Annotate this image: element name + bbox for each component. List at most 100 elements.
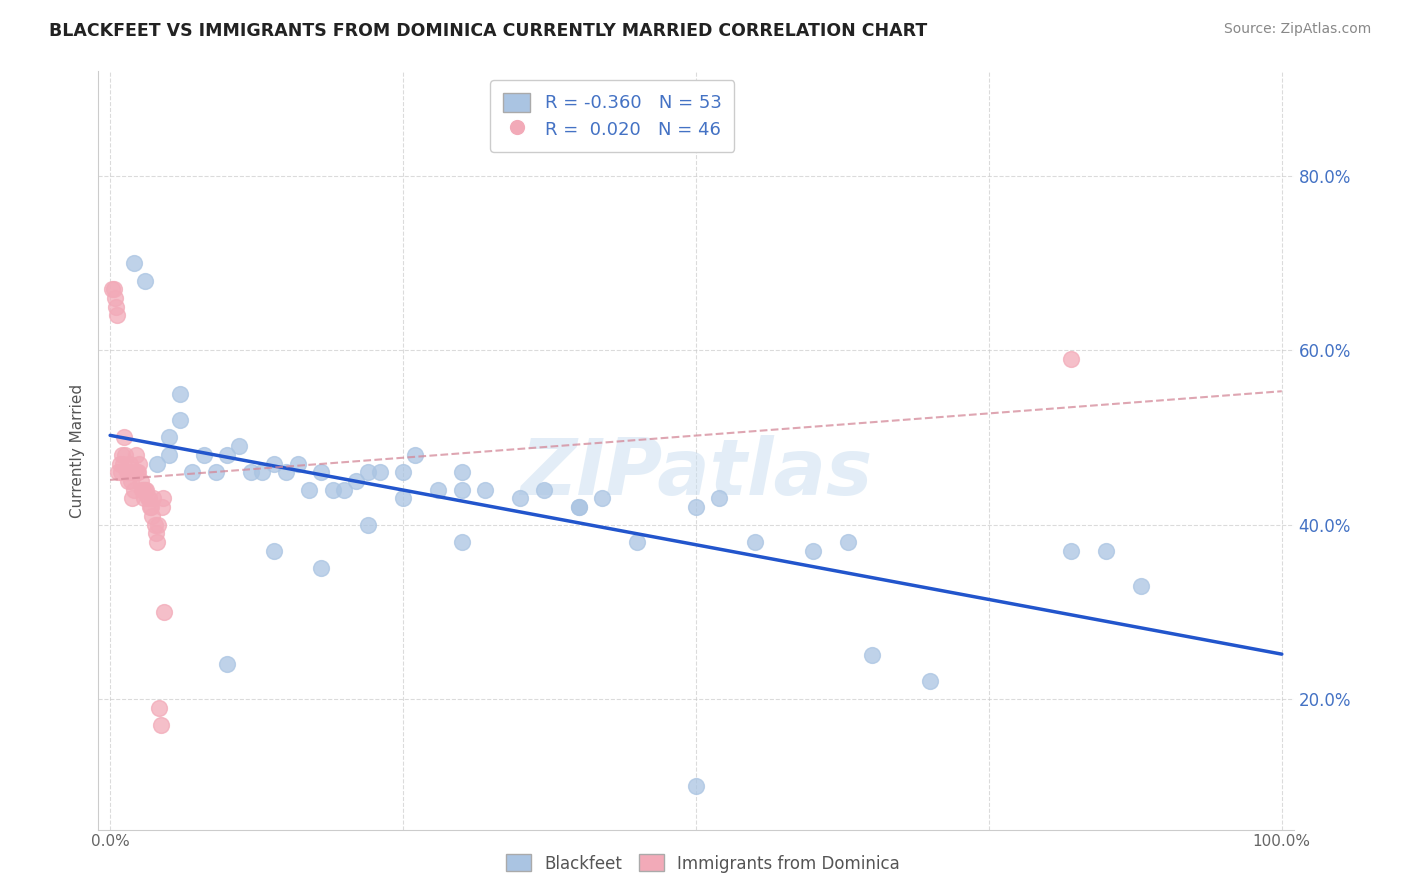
Point	[193, 448, 215, 462]
Point	[105, 309, 128, 323]
Point	[111, 448, 134, 462]
Point	[143, 517, 166, 532]
Point	[134, 483, 156, 497]
Point	[141, 500, 163, 515]
Point	[392, 491, 415, 506]
Point	[104, 291, 127, 305]
Point	[801, 543, 824, 558]
Point	[153, 605, 176, 619]
Point	[117, 474, 139, 488]
Point	[591, 491, 613, 506]
Point	[252, 465, 274, 479]
Point	[474, 483, 496, 497]
Point	[152, 491, 174, 506]
Point	[122, 256, 145, 270]
Point	[146, 535, 169, 549]
Point	[533, 483, 555, 497]
Point	[120, 457, 141, 471]
Point	[322, 483, 344, 497]
Point	[837, 535, 859, 549]
Point	[368, 465, 391, 479]
Point	[709, 491, 731, 506]
Point	[124, 465, 146, 479]
Point	[860, 648, 883, 663]
Point	[132, 483, 155, 497]
Point	[1060, 351, 1083, 366]
Point	[392, 465, 415, 479]
Point	[105, 300, 128, 314]
Point	[287, 457, 309, 471]
Y-axis label: Currently Married: Currently Married	[70, 384, 86, 517]
Point	[120, 474, 142, 488]
Point	[148, 700, 170, 714]
Point	[121, 491, 143, 506]
Point	[217, 657, 239, 671]
Point	[114, 448, 136, 462]
Point	[626, 535, 648, 549]
Point	[169, 386, 191, 401]
Point	[1130, 578, 1153, 592]
Point	[204, 465, 226, 479]
Point	[357, 465, 380, 479]
Point	[217, 448, 239, 462]
Point	[139, 500, 162, 515]
Point	[450, 483, 472, 497]
Text: BLACKFEET VS IMMIGRANTS FROM DOMINICA CURRENTLY MARRIED CORRELATION CHART: BLACKFEET VS IMMIGRANTS FROM DOMINICA CU…	[49, 22, 928, 40]
Point	[110, 465, 132, 479]
Point	[146, 457, 169, 471]
Point	[138, 491, 160, 506]
Point	[141, 508, 163, 523]
Point	[122, 483, 145, 497]
Point	[404, 448, 426, 462]
Point	[157, 430, 180, 444]
Point	[150, 500, 173, 515]
Legend: Blackfeet, Immigrants from Dominica: Blackfeet, Immigrants from Dominica	[499, 847, 907, 880]
Point	[103, 282, 125, 296]
Point	[112, 430, 135, 444]
Point	[309, 561, 332, 575]
Point	[685, 779, 707, 793]
Legend: R = -0.360   N = 53, R =  0.020   N = 46: R = -0.360 N = 53, R = 0.020 N = 46	[491, 80, 734, 152]
Point	[127, 465, 149, 479]
Point	[920, 674, 942, 689]
Point	[181, 465, 204, 479]
Point	[427, 483, 450, 497]
Text: ZIPatlas: ZIPatlas	[520, 435, 872, 511]
Point	[274, 465, 297, 479]
Point	[344, 474, 367, 488]
Point	[169, 413, 191, 427]
Point	[450, 535, 472, 549]
Point	[744, 535, 766, 549]
Point	[228, 439, 250, 453]
Point	[1060, 543, 1083, 558]
Point	[149, 718, 172, 732]
Point	[131, 483, 153, 497]
Point	[263, 457, 285, 471]
Point	[101, 282, 124, 296]
Point	[115, 465, 138, 479]
Point	[127, 465, 149, 479]
Point	[108, 457, 131, 471]
Point	[239, 465, 262, 479]
Point	[157, 448, 180, 462]
Point	[112, 457, 135, 471]
Point	[450, 465, 472, 479]
Point	[509, 491, 531, 506]
Point	[128, 457, 150, 471]
Point	[136, 491, 159, 506]
Point	[107, 465, 129, 479]
Point	[134, 273, 156, 287]
Point	[118, 465, 141, 479]
Point	[298, 483, 321, 497]
Point	[309, 465, 332, 479]
Point	[148, 517, 170, 532]
Point	[129, 474, 152, 488]
Point	[333, 483, 356, 497]
Point	[1095, 543, 1118, 558]
Point	[145, 526, 167, 541]
Point	[685, 500, 707, 515]
Point	[568, 500, 591, 515]
Point	[125, 448, 148, 462]
Point	[135, 483, 157, 497]
Text: Source: ZipAtlas.com: Source: ZipAtlas.com	[1223, 22, 1371, 37]
